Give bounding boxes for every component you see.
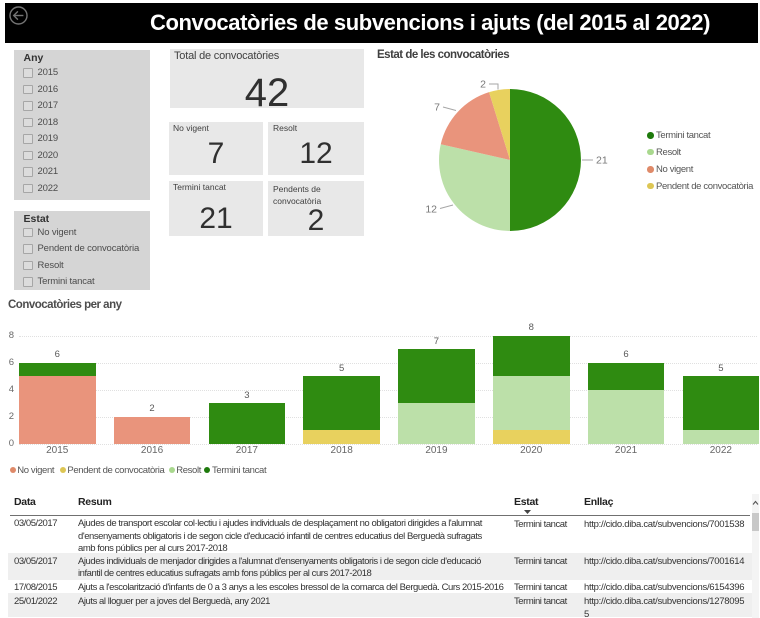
svg-text:2: 2 (480, 79, 486, 91)
svg-text:12: 12 (425, 204, 437, 216)
svg-text:21: 21 (596, 155, 608, 167)
svg-text:7: 7 (434, 102, 440, 114)
